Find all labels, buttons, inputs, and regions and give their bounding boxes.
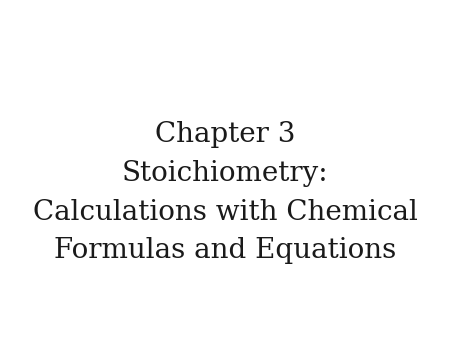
Text: Formulas and Equations: Formulas and Equations [54,238,396,264]
Text: Chapter 3: Chapter 3 [155,121,295,148]
Text: Calculations with Chemical: Calculations with Chemical [32,199,418,225]
Text: Stoichiometry:: Stoichiometry: [122,160,328,187]
